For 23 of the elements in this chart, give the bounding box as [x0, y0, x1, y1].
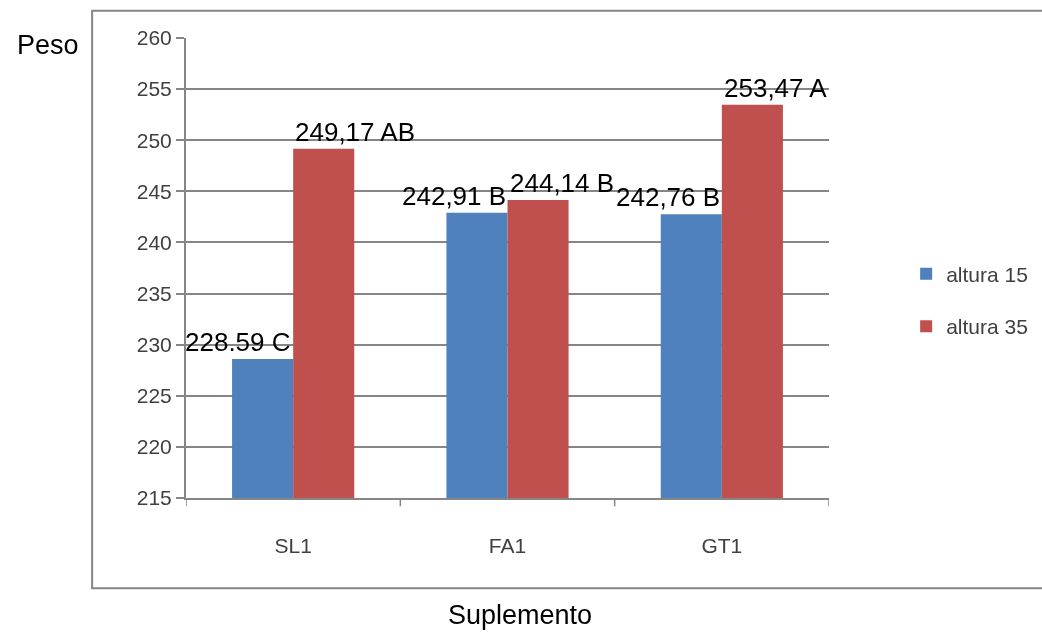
- x-tick-label: GT1: [701, 534, 743, 558]
- y-tick-label: 240: [136, 230, 172, 254]
- y-tick-label: 220: [136, 435, 172, 459]
- y-axis-title: Peso: [17, 30, 79, 60]
- data-label: 244,14 B: [510, 168, 615, 198]
- y-tick-label: 245: [136, 179, 172, 203]
- y-tick-label: 255: [136, 77, 172, 101]
- legend-label: altura 35: [946, 315, 1028, 339]
- data-label: 242,91 B: [402, 181, 507, 211]
- y-tick-label: 225: [136, 384, 172, 408]
- data-label: 253,47 A: [724, 73, 828, 103]
- y-tick-label: 235: [136, 281, 172, 305]
- x-tick-label: SL1: [274, 534, 312, 558]
- data-label: 249,17 AB: [295, 117, 415, 147]
- x-axis-title: Suplemento: [448, 600, 593, 630]
- data-label: 242,76 B: [616, 182, 721, 212]
- x-tick-label: FA1: [488, 534, 527, 558]
- y-tick-label: 260: [136, 26, 172, 50]
- y-tick-label: 215: [136, 486, 172, 510]
- y-tick-label: 250: [136, 128, 172, 152]
- data-label: 228.59 C: [185, 327, 291, 357]
- legend-label: altura 15: [946, 263, 1028, 287]
- y-tick-label: 230: [136, 333, 172, 357]
